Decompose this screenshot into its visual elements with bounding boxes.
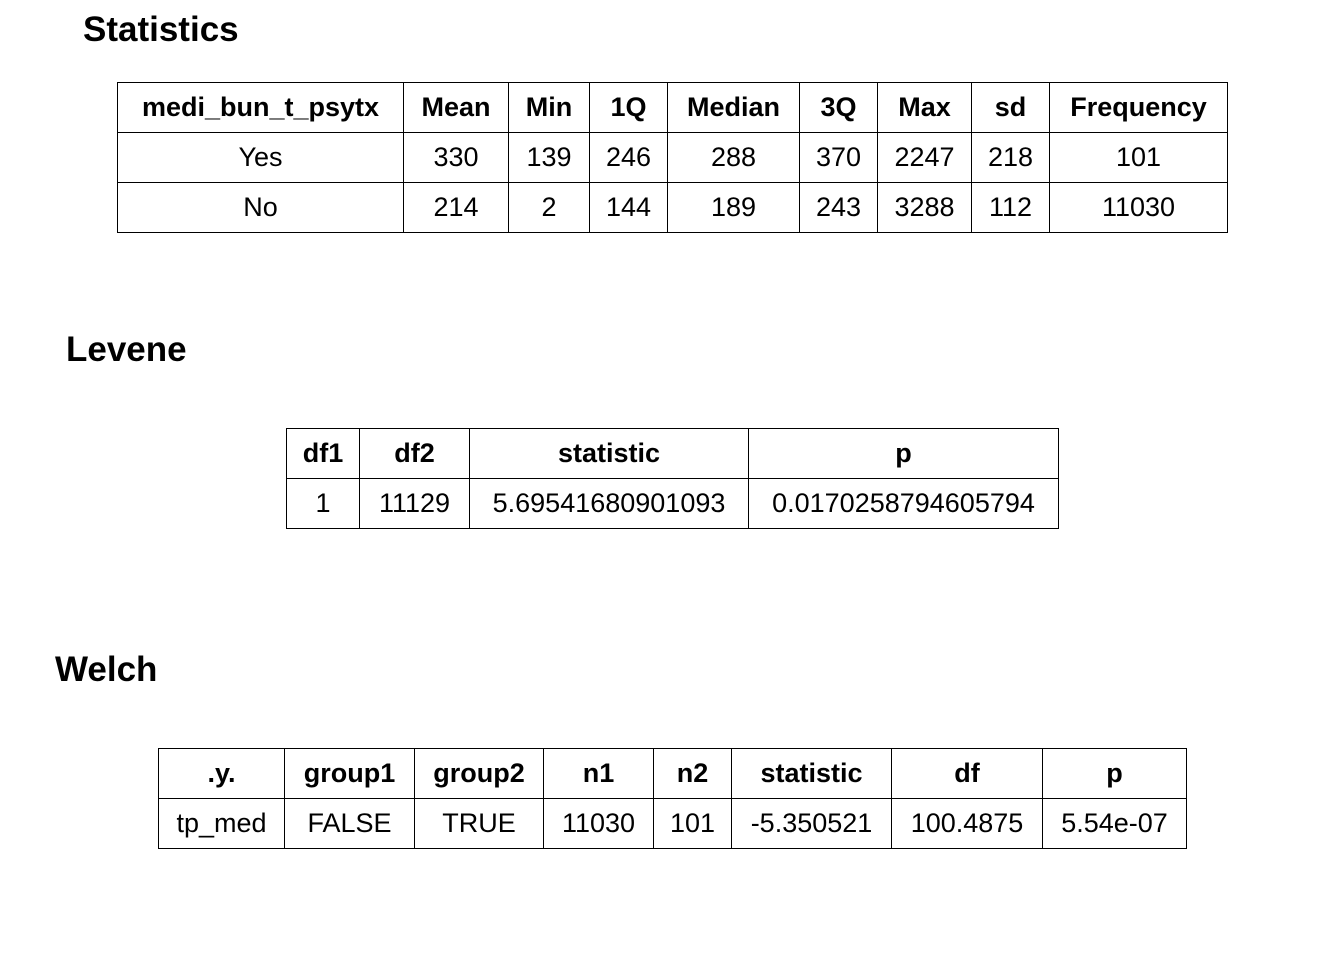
header-cell: sd xyxy=(971,82,1050,133)
cell: 5.69541680901093 xyxy=(469,478,749,529)
header-cell: p xyxy=(1042,748,1187,799)
cell: 0.0170258794605794 xyxy=(748,478,1059,529)
cell: 2247 xyxy=(877,132,972,183)
cell: No xyxy=(117,182,404,233)
cell: -5.350521 xyxy=(731,798,892,849)
welch-table: .y. group1 group2 n1 n2 statistic df p tp_med FAL… xyxy=(158,748,1187,849)
cell: 144 xyxy=(589,182,668,233)
header-cell: group1 xyxy=(284,748,415,799)
cell: 3288 xyxy=(877,182,972,233)
cell: FALSE xyxy=(284,798,415,849)
cell: 288 xyxy=(667,132,800,183)
section-title: Levene xyxy=(66,330,187,369)
data-row: tp_med FALSE TRUE 11030 101 -5.350521 100.4875… xyxy=(158,798,1187,849)
header-cell: n1 xyxy=(543,748,654,799)
header-cell: df xyxy=(891,748,1043,799)
cell: 139 xyxy=(508,132,590,183)
cell: 1 xyxy=(286,478,360,529)
cell: 11129 xyxy=(359,478,470,529)
header-cell: p xyxy=(748,428,1059,479)
levene-table: df1 df2 statistic p 1 11129 5.69541680901093 0.… xyxy=(286,428,1059,529)
header-row: .y. group1 group2 n1 n2 statistic df p xyxy=(158,748,1187,799)
header-cell: n2 xyxy=(653,748,732,799)
header-cell: 1Q xyxy=(589,82,668,133)
header-cell: Median xyxy=(667,82,800,133)
header-row: df1 df2 statistic p xyxy=(286,428,1059,479)
cell: 112 xyxy=(971,182,1050,233)
cell: 101 xyxy=(653,798,732,849)
cell: 246 xyxy=(589,132,668,183)
data-row: No 214 2 144 189 243 3288 112 11030 xyxy=(117,182,1228,233)
data-row: Yes 330 139 246 288 370 2247 218 101 xyxy=(117,132,1228,183)
cell: 214 xyxy=(403,182,509,233)
header-cell: .y. xyxy=(158,748,285,799)
cell: tp_med xyxy=(158,798,285,849)
cell: 101 xyxy=(1049,132,1228,183)
header-cell: Max xyxy=(877,82,972,133)
section-title: Welch xyxy=(55,650,158,689)
cell: 189 xyxy=(667,182,800,233)
header-cell: df1 xyxy=(286,428,360,479)
header-cell: group2 xyxy=(414,748,544,799)
header-cell: Min xyxy=(508,82,590,133)
header-row: medi_bun_t_psytx Mean Min 1Q Median 3Q Max sd Fr… xyxy=(117,82,1228,133)
header-cell: Mean xyxy=(403,82,509,133)
cell: 5.54e-07 xyxy=(1042,798,1187,849)
header-cell: df2 xyxy=(359,428,470,479)
header-cell: 3Q xyxy=(799,82,878,133)
section-title: Statistics xyxy=(83,10,239,49)
statistics-table: medi_bun_t_psytx Mean Min 1Q Median 3Q Max sd Fr… xyxy=(117,82,1228,233)
cell: 370 xyxy=(799,132,878,183)
cell: 2 xyxy=(508,182,590,233)
header-cell: statistic xyxy=(731,748,892,799)
cell: 218 xyxy=(971,132,1050,183)
cell: Yes xyxy=(117,132,404,183)
header-cell: statistic xyxy=(469,428,749,479)
cell: 330 xyxy=(403,132,509,183)
cell: 11030 xyxy=(1049,182,1228,233)
data-row: 1 11129 5.69541680901093 0.0170258794605794 xyxy=(286,478,1059,529)
cell: 100.4875 xyxy=(891,798,1043,849)
cell: 243 xyxy=(799,182,878,233)
header-cell: medi_bun_t_psytx xyxy=(117,82,404,133)
cell: TRUE xyxy=(414,798,544,849)
header-cell: Frequency xyxy=(1049,82,1228,133)
cell: 11030 xyxy=(543,798,654,849)
